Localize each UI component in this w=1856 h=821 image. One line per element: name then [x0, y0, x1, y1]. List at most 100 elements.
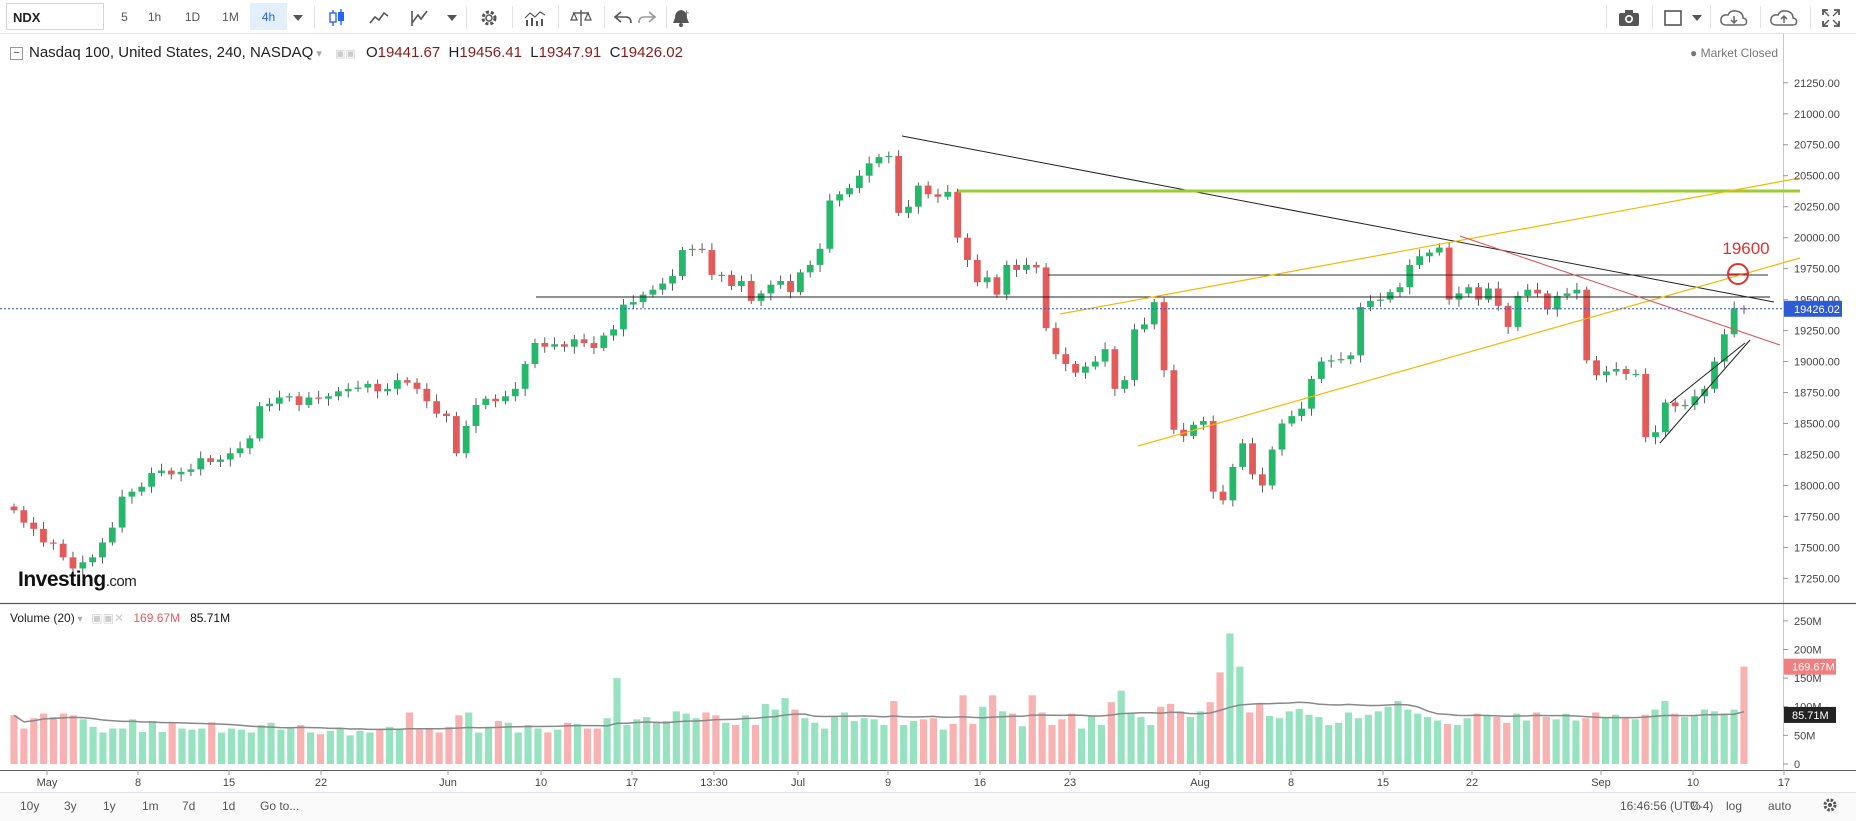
candle-body [1357, 307, 1365, 356]
candle-body [403, 380, 411, 383]
candle [1298, 401, 1306, 422]
layout-icon[interactable] [1656, 3, 1690, 30]
candle-body [1258, 474, 1266, 486]
volume-bar [910, 721, 918, 764]
candle [1367, 295, 1374, 312]
redo-icon[interactable] [630, 3, 664, 30]
candles-icon[interactable] [320, 3, 354, 30]
candle [1072, 360, 1079, 377]
volume-bar [20, 728, 28, 764]
candle-body [472, 404, 480, 427]
camera-icon[interactable] [1612, 3, 1646, 30]
candle-body [1416, 256, 1424, 265]
volume-bar [1048, 725, 1056, 764]
candle [580, 333, 588, 348]
candle [1111, 346, 1119, 396]
candle-body [1720, 334, 1728, 362]
candle-body [806, 264, 814, 273]
log-toggle[interactable]: log [1726, 799, 1743, 813]
trend-line-red [1459, 235, 1781, 346]
candle [1661, 399, 1669, 437]
volume-bar [1147, 725, 1155, 764]
candle-body [865, 163, 873, 176]
candle [256, 401, 264, 442]
x-tick-label: 10 [535, 777, 547, 789]
candle-body [413, 382, 421, 389]
cloud-load-icon[interactable] [1714, 3, 1754, 30]
candle-body [737, 281, 745, 286]
candle [836, 191, 844, 207]
resolution-1d[interactable]: 1D [184, 10, 201, 24]
x-tick-label: 16 [974, 777, 986, 789]
candle-body [128, 491, 136, 497]
range-1y[interactable]: 1y [103, 799, 116, 813]
y-tick-label: 19000.00 [1794, 357, 1840, 369]
layout-dropdown-icon[interactable] [1688, 3, 1706, 30]
chevron-down-icon[interactable] [288, 3, 308, 30]
resolution-1h[interactable]: 1h [147, 10, 162, 24]
range-1d[interactable]: 1d [222, 799, 236, 813]
y-tick-label: 20250.00 [1794, 202, 1840, 214]
goto-button[interactable]: Go to... [260, 799, 300, 813]
indicators-dropdown-icon[interactable] [442, 3, 462, 30]
range-1m[interactable]: 1m [142, 799, 159, 813]
candle [1308, 375, 1315, 416]
volume-bar [1572, 720, 1580, 764]
volume-bar [208, 722, 216, 764]
auto-toggle[interactable]: auto [1768, 799, 1792, 813]
volume-bar [979, 706, 987, 764]
candle-body [1475, 287, 1483, 300]
settings-icon[interactable] [472, 3, 506, 30]
volume-bar [1137, 717, 1145, 764]
candle-body [521, 364, 529, 389]
candle [79, 555, 87, 576]
volume-bar [791, 709, 799, 764]
range-3y[interactable]: 3y [64, 799, 77, 813]
percent-toggle[interactable]: % [1690, 799, 1701, 813]
volume-bar [1463, 718, 1471, 764]
resolution-5[interactable]: 5 [121, 10, 128, 24]
candle [905, 199, 912, 218]
candle [138, 482, 146, 496]
chart-area[interactable]: 21250.00 21000.00 20750.00 20500.00 20250.00… [0, 34, 1856, 792]
candle-body [1652, 432, 1659, 438]
last-price-tag [1784, 300, 1842, 317]
alert-icon[interactable]: + [664, 3, 698, 30]
volume-bar [1335, 722, 1343, 764]
volume-bar [1602, 717, 1610, 764]
candle [1504, 302, 1512, 334]
candle-body [1239, 443, 1247, 467]
resolution-4h[interactable]: 4h [250, 3, 287, 30]
indicators-icon[interactable] [402, 3, 436, 30]
volume-bar [1394, 701, 1402, 764]
volume-bar [1661, 701, 1669, 764]
volume-bar [277, 729, 285, 764]
volume-bar [40, 713, 48, 764]
candle [1652, 425, 1659, 445]
compare-icon[interactable] [564, 3, 598, 30]
symbol-input[interactable]: NDX [6, 3, 104, 30]
candle [1445, 242, 1453, 305]
volume-bar [336, 728, 344, 764]
candle-body [1249, 443, 1256, 475]
candle [1032, 261, 1040, 274]
candle-body [905, 206, 912, 213]
candle-body [973, 259, 981, 283]
bars-icon[interactable] [518, 3, 552, 30]
candle [570, 334, 578, 354]
volume-bar [554, 729, 562, 764]
candle [472, 398, 480, 434]
volume-bar [455, 715, 463, 764]
volume-bar [998, 711, 1007, 764]
range-7d[interactable]: 7d [182, 799, 196, 813]
range-10y[interactable]: 10y [20, 799, 40, 813]
cloud-save-icon[interactable] [1764, 3, 1804, 30]
collapse-icon[interactable]: – [10, 46, 23, 60]
candle [590, 336, 598, 355]
fullscreen-icon[interactable] [1814, 3, 1848, 30]
resolution-1m[interactable]: 1M [222, 10, 239, 24]
line-chart-icon[interactable] [362, 3, 396, 30]
undo-icon[interactable] [606, 3, 640, 30]
chart-settings-icon[interactable] [1822, 797, 1838, 816]
